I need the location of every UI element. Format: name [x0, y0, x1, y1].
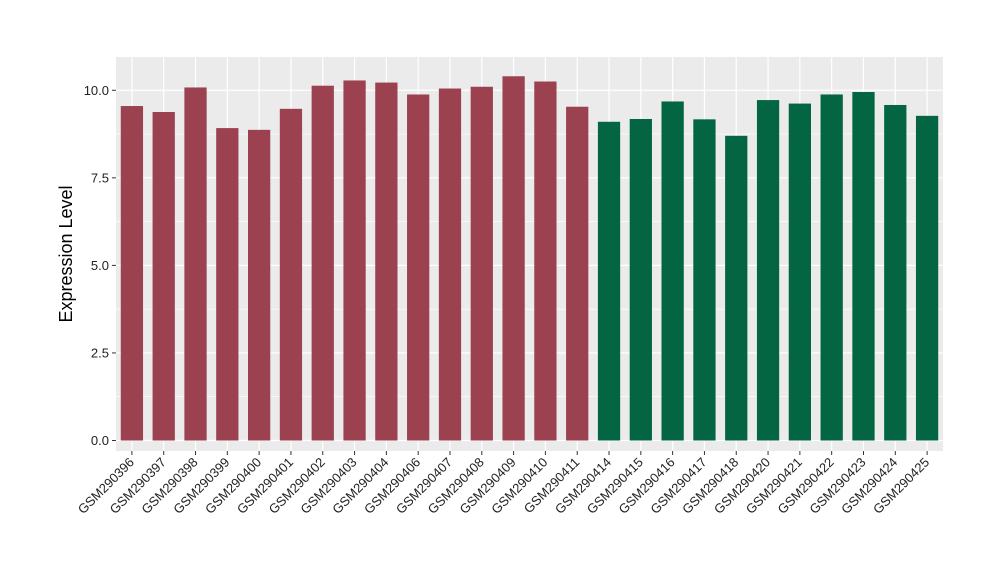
bar-GSM290400 — [248, 129, 271, 441]
bar-GSM290417 — [693, 119, 716, 441]
bar-GSM290422 — [820, 94, 843, 441]
y-tick-label: 5.0 — [91, 258, 109, 273]
bar-GSM290408 — [470, 86, 493, 441]
bars — [120, 76, 939, 441]
bar-GSM290402 — [311, 85, 334, 441]
bar-GSM290411 — [566, 106, 589, 441]
bar-GSM290424 — [884, 104, 907, 441]
bar-GSM290398 — [184, 87, 207, 441]
bar-GSM290421 — [788, 103, 811, 441]
bar-GSM290396 — [120, 106, 144, 441]
y-tick-label: 10.0 — [84, 83, 109, 98]
y-tick-label: 0.0 — [91, 433, 109, 448]
bar-GSM290399 — [216, 128, 239, 441]
bar-GSM290423 — [852, 92, 875, 441]
bar-GSM290414 — [597, 121, 621, 441]
bar-GSM290418 — [725, 135, 748, 441]
bar-GSM290406 — [407, 94, 430, 441]
bar-GSM290403 — [343, 80, 366, 441]
bar-GSM290404 — [375, 82, 398, 441]
bar-GSM290401 — [279, 108, 303, 441]
y-tick-label: 2.5 — [91, 345, 109, 360]
bar-GSM290420 — [756, 100, 780, 441]
bar-GSM290416 — [661, 101, 684, 441]
bar-GSM290397 — [152, 111, 175, 441]
bar-GSM290410 — [534, 81, 557, 441]
y-axis-label: Expression Level — [56, 185, 76, 322]
bar-GSM290409 — [502, 76, 525, 441]
bar-GSM290407 — [438, 88, 462, 441]
bar-GSM290415 — [629, 118, 652, 441]
plot-panel — [116, 57, 943, 451]
bar-GSM290425 — [915, 115, 939, 441]
y-tick-label: 7.5 — [91, 170, 109, 185]
